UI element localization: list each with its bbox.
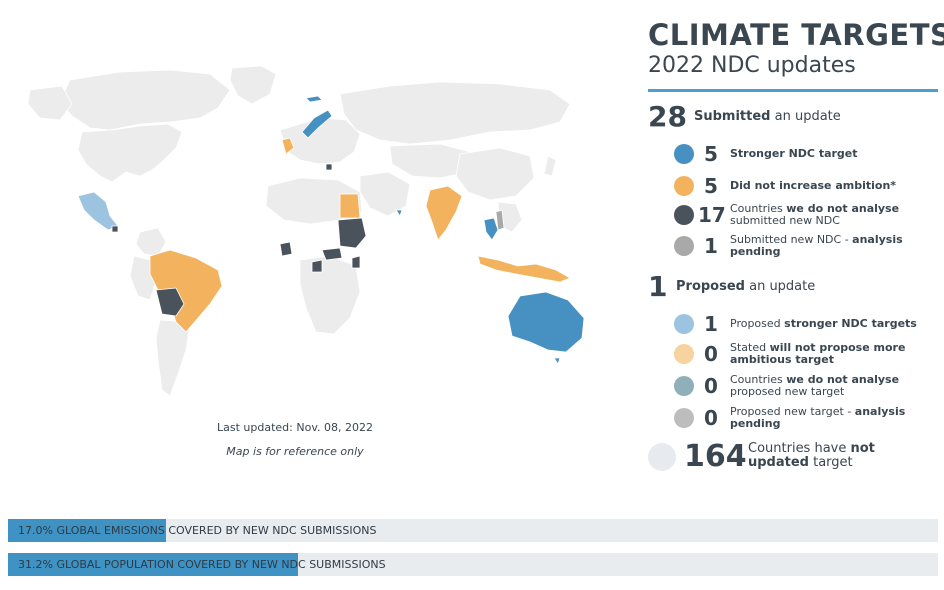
- country-norway[interactable]: [301, 109, 333, 139]
- reference-note: Map is for reference only: [226, 445, 364, 458]
- country-balkans[interactable]: [325, 163, 333, 171]
- country-egypt[interactable]: [339, 193, 361, 219]
- proposed-label: Proposed an update: [676, 279, 816, 294]
- legend-count: 0: [704, 406, 718, 430]
- emissions-coverage-bar: 17.0% GLOBAL EMISSIONS COVERED BY NEW ND…: [8, 519, 938, 542]
- legend-item-proposed-pending[interactable]: 0 Proposed new target - analysis pending: [674, 406, 936, 430]
- title-divider: [648, 89, 938, 92]
- country-japan[interactable]: [543, 155, 557, 177]
- country-bolivia[interactable]: [155, 287, 185, 317]
- proposed-header: 1 Proposed an update: [648, 270, 815, 303]
- population-coverage-bar: 31.2% GLOBAL POPULATION COVERED BY NEW N…: [8, 553, 938, 576]
- panel-title: CLIMATE TARGETS: [648, 18, 944, 52]
- world-map: [27, 65, 585, 397]
- legend-dot-gray: [674, 236, 694, 256]
- legend-count: 0: [704, 342, 718, 366]
- legend-count: 0: [704, 374, 718, 398]
- country-sudan[interactable]: [337, 217, 367, 249]
- not-updated-count: 164: [684, 439, 747, 474]
- map-base-land: [27, 65, 571, 397]
- country-colombia[interactable]: [135, 227, 167, 257]
- country-mexico[interactable]: [77, 191, 119, 231]
- country-china[interactable]: [455, 147, 535, 201]
- not-updated-dot: [648, 443, 676, 471]
- emissions-coverage-label: 17.0% GLOBAL EMISSIONS COVERED BY NEW ND…: [18, 524, 377, 537]
- country-east-africa-a[interactable]: [351, 255, 361, 269]
- country-canada[interactable]: [59, 69, 231, 131]
- region-central-asia[interactable]: [389, 143, 471, 179]
- legend-dot-light-gray: [674, 408, 694, 428]
- population-coverage-label: 31.2% GLOBAL POPULATION COVERED BY NEW N…: [18, 558, 386, 571]
- legend-count: 1: [704, 234, 718, 258]
- legend-item-proposed-not-analysed[interactable]: 0 Countries we do not analyse proposed n…: [674, 374, 936, 398]
- legend-item-no-increase[interactable]: 5 Did not increase ambition*: [674, 174, 936, 198]
- emissions-coverage-fill: [8, 519, 167, 542]
- legend-text: Submitted new NDC - analysis pending: [730, 233, 903, 258]
- proposed-count: 1: [648, 270, 668, 303]
- legend-item-proposed-stronger[interactable]: 1 Proposed stronger NDC targets: [674, 312, 936, 336]
- legend-item-will-not-propose[interactable]: 0 Stated will not propose more ambitious…: [674, 342, 936, 366]
- country-uk[interactable]: [281, 137, 295, 155]
- country-greenland[interactable]: [229, 65, 277, 105]
- legend-text: Stronger NDC target: [730, 147, 858, 160]
- not-updated-text: Countries have not updated target: [748, 441, 875, 470]
- country-indonesia[interactable]: [477, 255, 571, 283]
- submitted-header: 28 Submitted an update: [648, 100, 841, 133]
- country-chile-argentina[interactable]: [155, 319, 191, 397]
- map-highlighted-countries: [77, 95, 585, 365]
- legend-dot-teal: [674, 376, 694, 396]
- legend-count: 17: [698, 203, 726, 227]
- population-coverage-fill: [8, 553, 299, 576]
- country-central-africa-a[interactable]: [321, 247, 343, 261]
- legend-item-not-analysed[interactable]: 17 Countries we do not analyse submitted…: [674, 203, 936, 227]
- country-svalbard[interactable]: [305, 95, 323, 103]
- country-central-africa-b[interactable]: [311, 259, 323, 273]
- region-middle-east[interactable]: [359, 171, 411, 217]
- legend-dot-light-blue: [674, 314, 694, 334]
- legend-text: Countries we do not analyse proposed new…: [730, 373, 900, 398]
- country-tasmania[interactable]: [553, 357, 561, 365]
- legend-dot-light-orange: [674, 344, 694, 364]
- country-usa[interactable]: [77, 123, 183, 183]
- legend-text: Proposed stronger NDC targets: [730, 317, 917, 330]
- region-africa-south[interactable]: [299, 255, 361, 335]
- country-australia[interactable]: [507, 291, 585, 353]
- submitted-label: Submitted an update: [694, 109, 841, 124]
- country-guatemala[interactable]: [111, 225, 119, 233]
- legend-text: Proposed new target - analysis pending: [730, 405, 906, 430]
- country-thailand[interactable]: [483, 217, 499, 241]
- country-uae[interactable]: [395, 209, 403, 217]
- submitted-count: 28: [648, 100, 687, 133]
- legend-text: Stated will not propose more ambitious t…: [730, 341, 906, 366]
- country-russia[interactable]: [339, 81, 571, 145]
- legend-dot-orange: [674, 176, 694, 196]
- legend-dot-dark: [674, 205, 694, 225]
- legend-count: 5: [704, 142, 718, 166]
- legend-panel: CLIMATE TARGETS 2022 NDC updates 28 Subm…: [648, 18, 944, 474]
- country-alaska[interactable]: [27, 85, 73, 121]
- legend-item-pending[interactable]: 1 Submitted new NDC - analysis pending: [674, 234, 936, 258]
- legend-text: Countries we do not analyse submitted ne…: [730, 202, 900, 227]
- legend-count: 1: [704, 312, 718, 336]
- country-vietnam[interactable]: [495, 209, 505, 231]
- panel-subtitle: 2022 NDC updates: [648, 53, 856, 78]
- country-india[interactable]: [425, 185, 463, 241]
- legend-dot-blue: [674, 144, 694, 164]
- country-west-africa-a[interactable]: [279, 241, 293, 257]
- legend-item-stronger[interactable]: 5 Stronger NDC target: [674, 142, 936, 166]
- legend-count: 5: [704, 174, 718, 198]
- last-updated-label: Last updated: Nov. 08, 2022: [217, 421, 373, 434]
- legend-text: Did not increase ambition*: [730, 179, 897, 192]
